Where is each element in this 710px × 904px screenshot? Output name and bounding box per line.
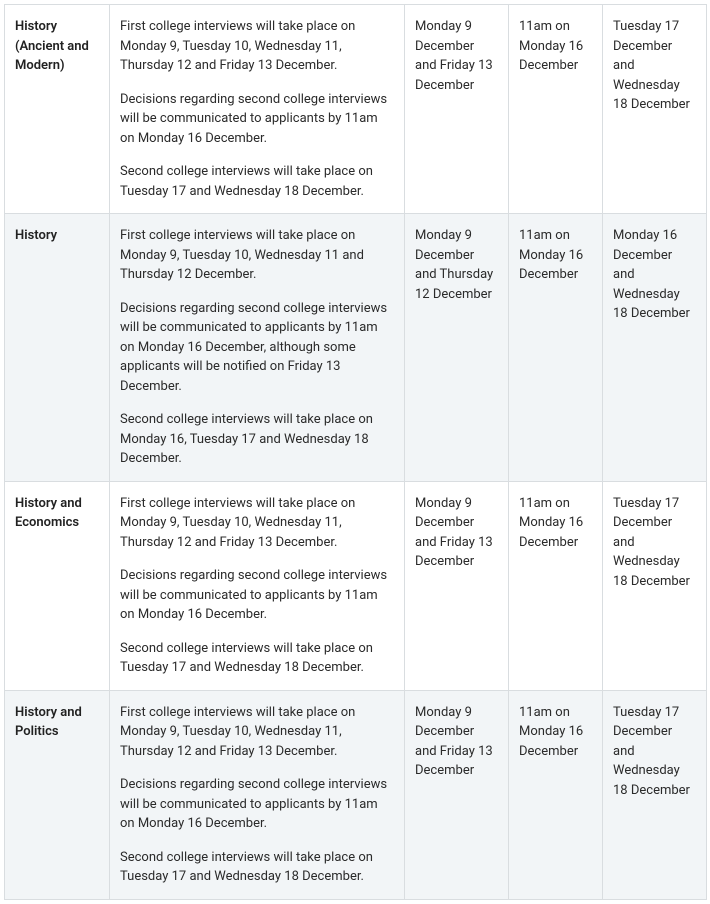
description-paragraph: First college interviews will take place… — [120, 226, 394, 285]
description-paragraph: First college interviews will take place… — [120, 494, 394, 553]
table-row: History and EconomicsFirst college inter… — [5, 481, 707, 690]
first-interview-dates-cell: Monday 9 December and Thursday 12 Decemb… — [405, 214, 509, 482]
description-paragraph: First college interviews will take place… — [120, 17, 394, 76]
table-row: History (Ancient and Modern)First colleg… — [5, 5, 707, 214]
first-interview-dates-cell: Monday 9 December and Friday 13 December — [405, 5, 509, 214]
description-paragraph: Decisions regarding second college inter… — [120, 775, 394, 834]
decision-time-cell: 11am on Monday 16 December — [509, 690, 603, 899]
first-interview-dates-cell: Monday 9 December and Friday 13 December — [405, 690, 509, 899]
decision-time-cell: 11am on Monday 16 December — [509, 214, 603, 482]
second-interview-dates-cell: Monday 16 December and Wednesday 18 Dece… — [603, 214, 707, 482]
subject-cell: History — [5, 214, 110, 482]
subject-cell: History and Economics — [5, 481, 110, 690]
description-paragraph: Decisions regarding second college inter… — [120, 90, 394, 149]
table-row: History and PoliticsFirst college interv… — [5, 690, 707, 899]
description-paragraph: Decisions regarding second college inter… — [120, 299, 394, 397]
description-paragraph: Second college interviews will take plac… — [120, 410, 394, 469]
description-cell: First college interviews will take place… — [110, 214, 405, 482]
second-interview-dates-cell: Tuesday 17 December and Wednesday 18 Dec… — [603, 481, 707, 690]
description-paragraph: Second college interviews will take plac… — [120, 162, 394, 201]
description-cell: First college interviews will take place… — [110, 690, 405, 899]
description-paragraph: Second college interviews will take plac… — [120, 848, 394, 887]
decision-time-cell: 11am on Monday 16 December — [509, 481, 603, 690]
description-cell: First college interviews will take place… — [110, 481, 405, 690]
description-paragraph: Decisions regarding second college inter… — [120, 566, 394, 625]
decision-time-cell: 11am on Monday 16 December — [509, 5, 603, 214]
second-interview-dates-cell: Tuesday 17 December and Wednesday 18 Dec… — [603, 690, 707, 899]
description-paragraph: First college interviews will take place… — [120, 703, 394, 762]
subject-cell: History (Ancient and Modern) — [5, 5, 110, 214]
table-body: History (Ancient and Modern)First colleg… — [5, 5, 707, 900]
description-cell: First college interviews will take place… — [110, 5, 405, 214]
description-paragraph: Second college interviews will take plac… — [120, 639, 394, 678]
interview-schedule-table: History (Ancient and Modern)First colleg… — [4, 4, 707, 900]
second-interview-dates-cell: Tuesday 17 December and Wednesday 18 Dec… — [603, 5, 707, 214]
first-interview-dates-cell: Monday 9 December and Friday 13 December — [405, 481, 509, 690]
table-row: HistoryFirst college interviews will tak… — [5, 214, 707, 482]
subject-cell: History and Politics — [5, 690, 110, 899]
